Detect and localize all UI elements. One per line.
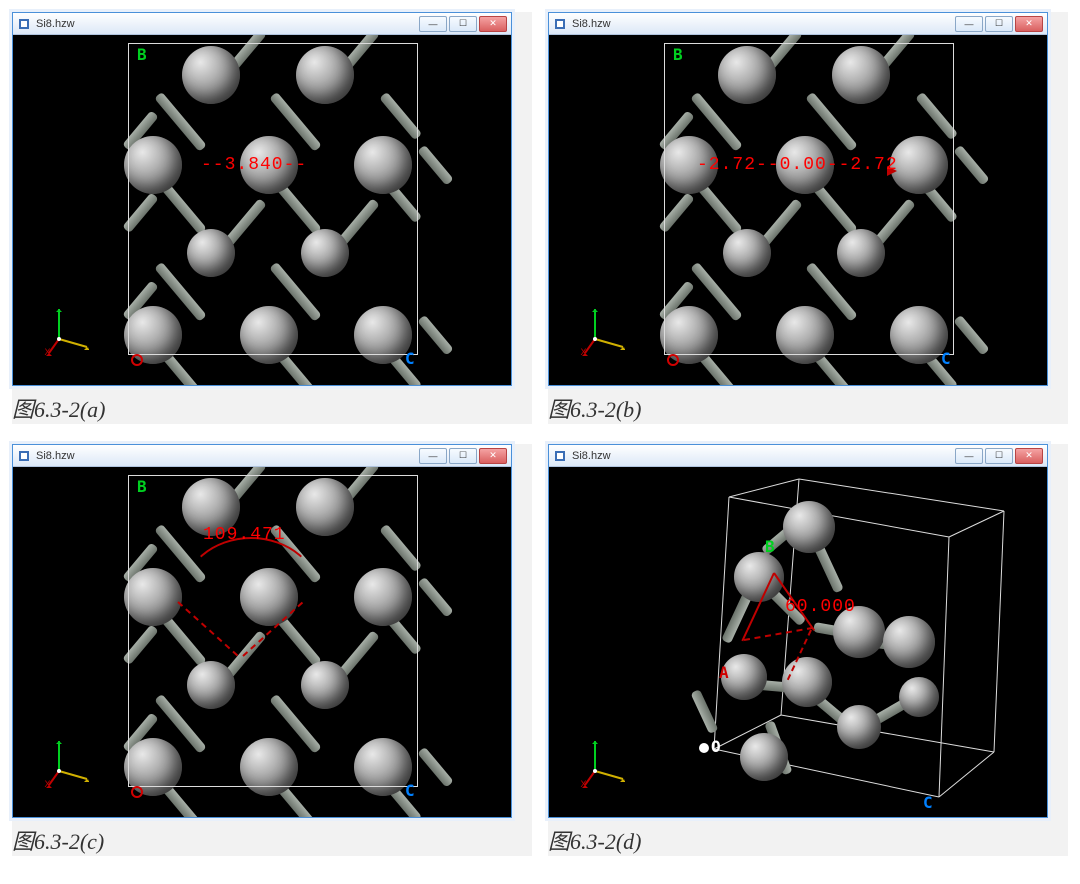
axis-label-o: [667, 349, 681, 368]
viewport-3d[interactable]: BOCA60.000YZX: [549, 467, 1047, 817]
figure-caption: 图6.3-2(b): [548, 392, 1068, 424]
measurement-arc: [181, 537, 321, 657]
figure-caption: 图6.3-2(c): [12, 824, 532, 856]
app-icon: [553, 17, 567, 31]
figure-grid: Si8.hzw — ☐ ✕ BC--3.840--YZX图6.3-2(a) Si…: [12, 12, 1068, 856]
svg-text:X: X: [44, 779, 50, 789]
window-title: Si8.hzw: [36, 18, 419, 30]
axis-label-b: B: [137, 477, 147, 496]
minimize-button[interactable]: —: [955, 16, 983, 32]
axis-label-c: C: [941, 349, 951, 368]
atom[interactable]: [740, 733, 788, 781]
app-window: Si8.hzw — ☐ ✕ BC--3.840--YZX: [12, 12, 512, 386]
axis-gizmo: YZX: [29, 741, 89, 801]
unit-cell-outline: [128, 43, 418, 355]
axis-label-c: C: [405, 349, 415, 368]
bond: [417, 145, 454, 186]
axis-label-o: [131, 781, 145, 800]
svg-text:Z: Z: [88, 340, 89, 350]
window-title: Si8.hzw: [572, 18, 955, 30]
axis-label-b: B: [673, 45, 683, 64]
viewport-3d[interactable]: BC109.471YZX: [13, 467, 511, 817]
close-button[interactable]: ✕: [1015, 448, 1043, 464]
svg-text:X: X: [44, 347, 50, 357]
close-button[interactable]: ✕: [1015, 16, 1043, 32]
viewport-3d[interactable]: BC--3.840--YZX: [13, 35, 511, 385]
titlebar[interactable]: Si8.hzw — ☐ ✕: [549, 445, 1047, 467]
bond: [417, 315, 454, 356]
axis-gizmo: YZX: [565, 741, 625, 801]
measurement-text: -2.72--0.00--2.72: [697, 155, 898, 175]
bond: [417, 577, 454, 618]
app-icon: [553, 449, 567, 463]
axis-label-b: B: [137, 45, 147, 64]
titlebar[interactable]: Si8.hzw — ☐ ✕: [549, 13, 1047, 35]
bond: [953, 145, 990, 186]
close-button[interactable]: ✕: [479, 448, 507, 464]
axis-label-o: [131, 349, 145, 368]
maximize-button[interactable]: ☐: [985, 16, 1013, 32]
atom[interactable]: [782, 657, 832, 707]
axis-label-c: C: [923, 793, 933, 812]
viewport-3d[interactable]: BC-2.72--0.00--2.72YZX: [549, 35, 1047, 385]
axis-label-o: O: [699, 737, 721, 756]
titlebar[interactable]: Si8.hzw — ☐ ✕: [13, 445, 511, 467]
window-title: Si8.hzw: [36, 450, 419, 462]
bond: [417, 747, 454, 788]
unit-cell-outline: [664, 43, 954, 355]
axis-label-b: B: [765, 537, 775, 556]
svg-text:Z: Z: [624, 772, 625, 782]
axis-label-c: C: [405, 781, 415, 800]
close-button[interactable]: ✕: [479, 16, 507, 32]
window-title: Si8.hzw: [572, 450, 955, 462]
panel-3: Si8.hzw — ☐ ✕ BOCA60.000YZX图6.3-2(d): [548, 444, 1068, 856]
axis-gizmo: YZX: [565, 309, 625, 369]
figure-caption: 图6.3-2(a): [12, 392, 532, 424]
app-window: Si8.hzw — ☐ ✕ BC109.471YZX: [12, 444, 512, 818]
minimize-button[interactable]: —: [955, 448, 983, 464]
panel-2: Si8.hzw — ☐ ✕ BC109.471YZX图6.3-2(c): [12, 444, 532, 856]
panel-1: Si8.hzw — ☐ ✕ BC-2.72--0.00--2.72YZX图6.3…: [548, 12, 1068, 424]
svg-text:X: X: [580, 347, 586, 357]
titlebar[interactable]: Si8.hzw — ☐ ✕: [13, 13, 511, 35]
atom[interactable]: [783, 501, 835, 553]
svg-text:Z: Z: [624, 340, 625, 350]
svg-text:X: X: [580, 779, 586, 789]
app-icon: [17, 17, 31, 31]
maximize-button[interactable]: ☐: [449, 16, 477, 32]
atom[interactable]: [883, 616, 935, 668]
panel-0: Si8.hzw — ☐ ✕ BC--3.840--YZX图6.3-2(a): [12, 12, 532, 424]
axis-gizmo: YZX: [29, 309, 89, 369]
bond: [953, 315, 990, 356]
app-window: Si8.hzw — ☐ ✕ BC-2.72--0.00--2.72YZX: [548, 12, 1048, 386]
figure-caption: 图6.3-2(d): [548, 824, 1068, 856]
measurement-text: --3.840--: [201, 155, 307, 175]
minimize-button[interactable]: —: [419, 16, 447, 32]
atom[interactable]: [899, 677, 939, 717]
svg-text:Z: Z: [88, 772, 89, 782]
axis-label-a: A: [719, 663, 729, 682]
maximize-button[interactable]: ☐: [985, 448, 1013, 464]
minimize-button[interactable]: —: [419, 448, 447, 464]
app-icon: [17, 449, 31, 463]
atom[interactable]: [837, 705, 881, 749]
measurement-text: 109.471: [203, 525, 286, 545]
measurement-text: 60.000: [785, 597, 856, 617]
maximize-button[interactable]: ☐: [449, 448, 477, 464]
app-window: Si8.hzw — ☐ ✕ BOCA60.000YZX: [548, 444, 1048, 818]
